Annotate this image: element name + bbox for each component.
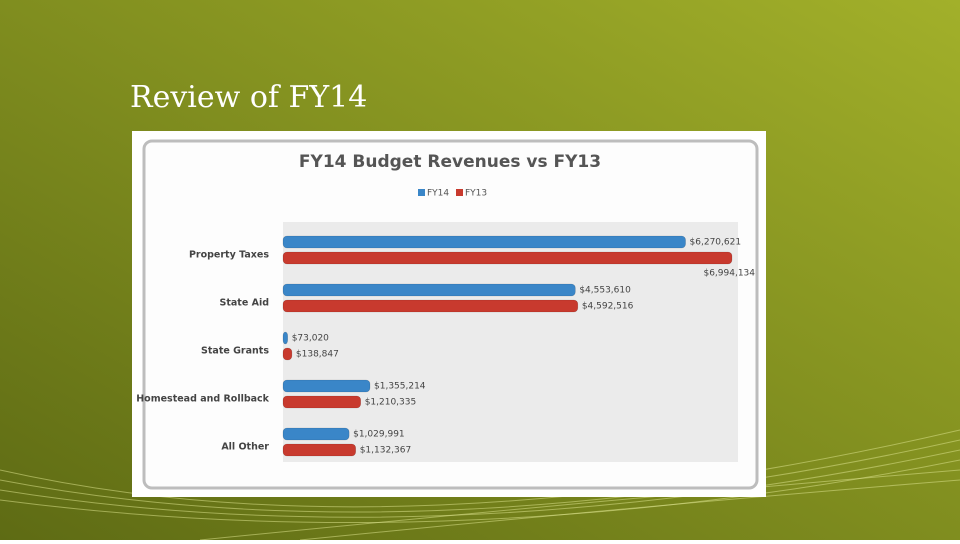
data-label: $1,210,335 (365, 398, 417, 408)
y-tick-label: State Aid (220, 298, 270, 309)
legend-swatch (418, 189, 425, 196)
data-label: $1,029,991 (353, 430, 405, 440)
y-tick-label: Homestead and Rollback (136, 394, 269, 405)
data-label: $1,132,367 (360, 446, 412, 456)
decoration (0, 429, 960, 541)
y-tick-label: All Other (221, 442, 269, 453)
bar (282, 379, 371, 393)
bar (282, 443, 356, 457)
bar (282, 299, 579, 313)
bar (282, 427, 350, 441)
bar (282, 347, 293, 361)
bar (282, 283, 576, 297)
data-label: $73,020 (292, 334, 329, 344)
chart-title: FY14 Budget Revenues vs FY13 (299, 152, 601, 172)
y-tick-label: Property Taxes (189, 250, 269, 261)
bar (282, 251, 733, 265)
legend-label: FY14 (427, 189, 449, 199)
slide-title: Review of FY14 (130, 80, 367, 115)
legend-label: FY13 (465, 189, 487, 199)
legend-swatch (456, 189, 463, 196)
data-label: $6,994,134 (703, 269, 755, 279)
data-label: $4,553,610 (579, 286, 631, 296)
bar (282, 395, 361, 409)
bar (282, 235, 686, 249)
bar (282, 331, 288, 345)
data-label: $6,270,621 (690, 238, 742, 248)
data-label: $1,355,214 (374, 382, 426, 392)
y-tick-label: State Grants (201, 346, 269, 357)
data-label: $4,592,516 (582, 302, 634, 312)
data-label: $138,847 (296, 350, 339, 360)
